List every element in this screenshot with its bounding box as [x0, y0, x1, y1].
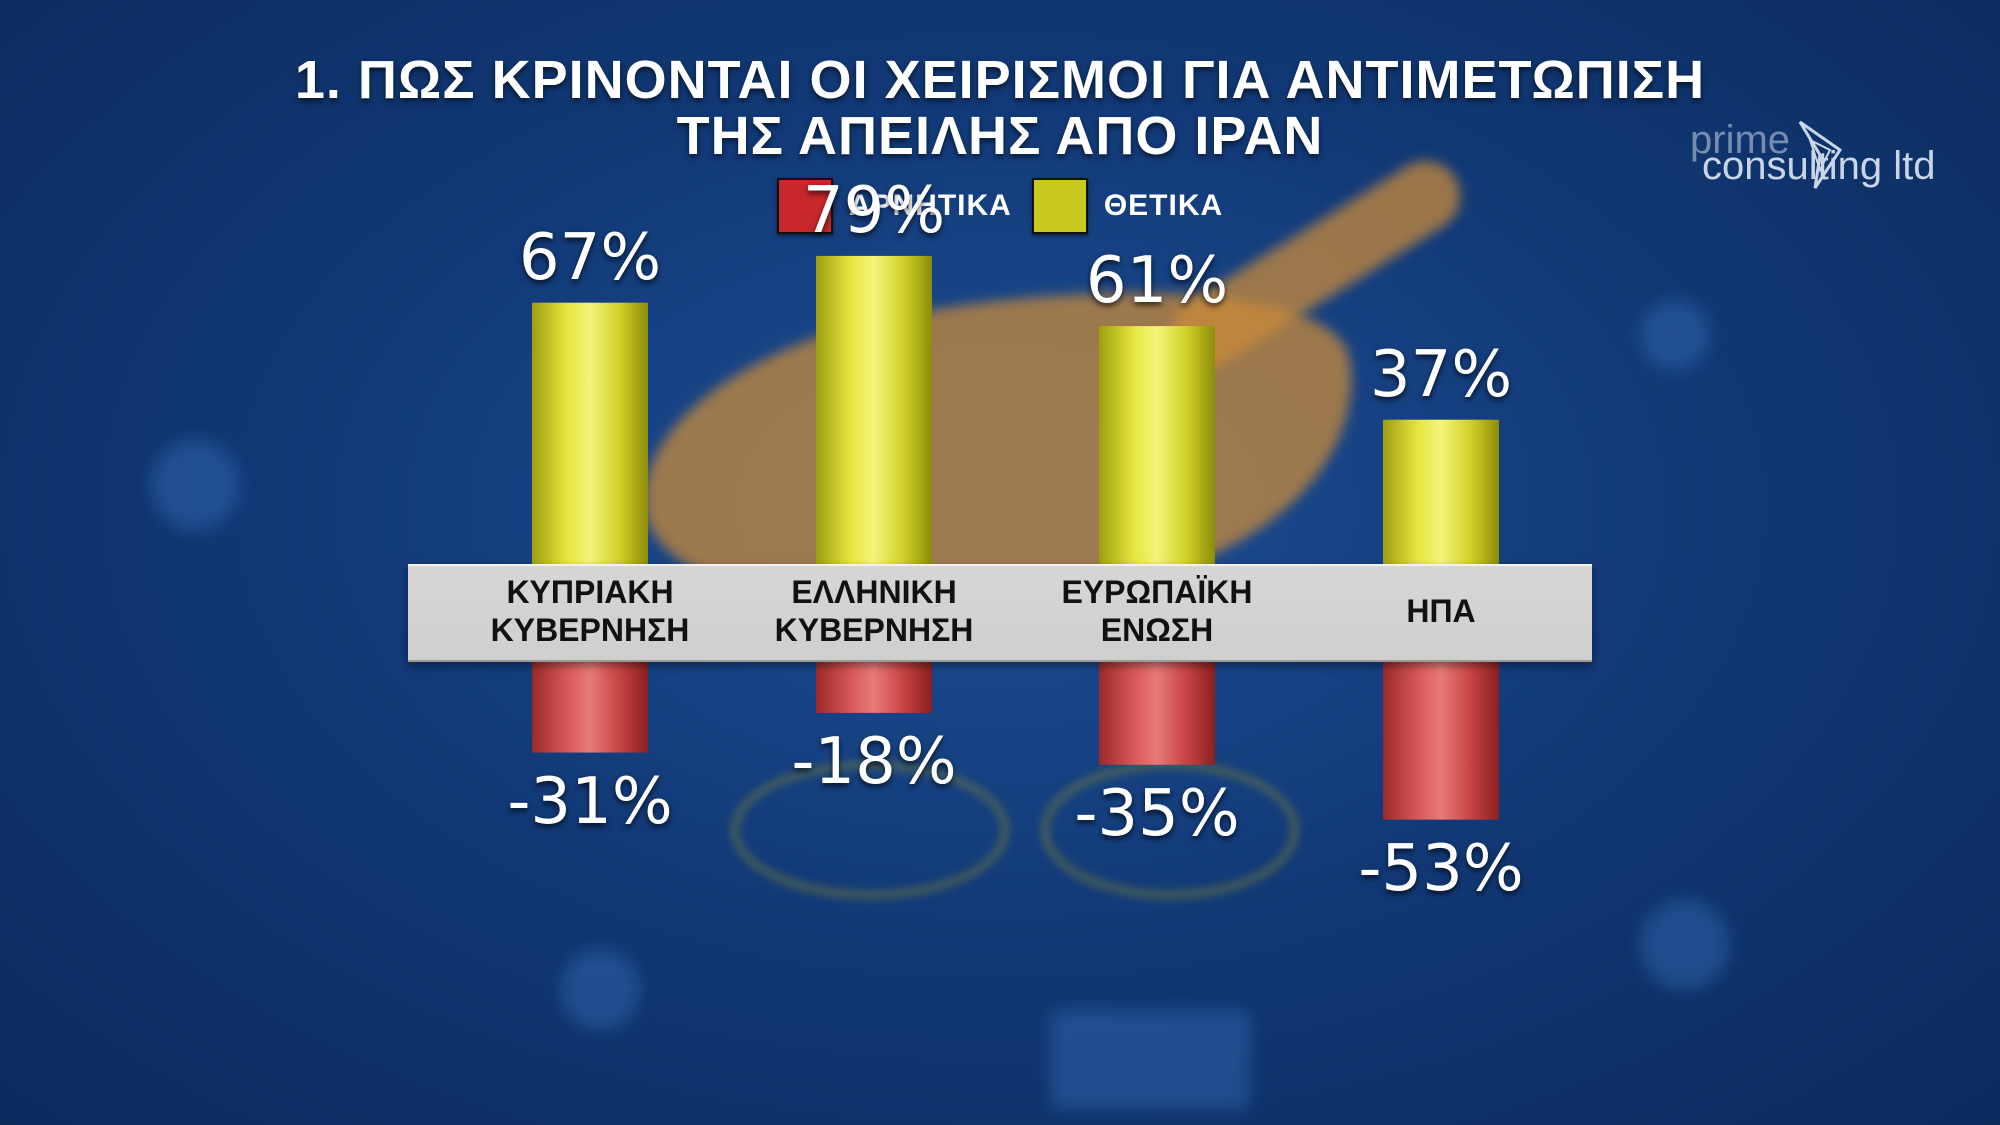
legend-swatch-negative — [776, 178, 833, 234]
legend-swatch-positive — [1031, 178, 1088, 234]
bar-negative — [816, 658, 932, 713]
logo-star-icon — [1798, 120, 1843, 189]
bar-negative — [1099, 658, 1215, 765]
value-label-negative: -53% — [1358, 831, 1524, 906]
olive-branch-right — [1040, 760, 1300, 900]
legend: ΑΡΝΗΤΙΚΑ ΘΕΤΙΚΑ — [0, 178, 2000, 234]
bokeh-light — [1640, 300, 1710, 370]
logo-line-1: prime — [1690, 118, 1791, 162]
category-band — [408, 564, 1592, 662]
bar-positive — [816, 255, 932, 564]
bar-negative — [1383, 658, 1499, 820]
olive-branch-left — [730, 760, 1010, 900]
bar-positive — [1099, 326, 1215, 564]
bar-negative — [532, 658, 648, 753]
value-label-positive: 61% — [1085, 244, 1229, 319]
value-label-negative: -18% — [791, 724, 957, 799]
value-label-positive: 79% — [802, 173, 946, 248]
legend-label-positive: ΘΕΤΙΚΑ — [1103, 189, 1224, 222]
legend-label-negative: ΑΡΝΗΤΙΚΑ — [848, 189, 1012, 222]
bokeh-light — [150, 440, 240, 530]
legend-item-positive: ΘΕΤΙΚΑ — [1031, 178, 1224, 234]
value-label-negative: -35% — [1074, 776, 1240, 851]
category-label: ΚΥΠΡΙΑΚΗ ΚΥΒΕΡΝΗΣΗ — [490, 574, 690, 648]
title-line-2: ΤΗΣ ΑΠΕΙΛΗΣ ΑΠΟ ΙΡΑΝ — [676, 106, 1324, 166]
category-label: ΕΥΡΩΠΑΪΚΗ ΕΝΩΣΗ — [1061, 574, 1253, 648]
bar-positive — [1383, 419, 1499, 564]
chart-title: 1. ΠΩΣ ΚΡΙΝΟΝΤΑΙ ΟΙ ΧΕΙΡΙΣΜΟΙ ΓΙΑ ΑΝΤΙΜΕ… — [200, 52, 1800, 164]
logo-line-2: consulting ltd — [1702, 144, 1936, 188]
value-label-positive: 67% — [518, 220, 662, 295]
bokeh-light — [1640, 900, 1730, 990]
value-label-positive: 37% — [1369, 337, 1513, 412]
title-line-1: 1. ΠΩΣ ΚΡΙΝΟΝΤΑΙ ΟΙ ΧΕΙΡΙΣΜΟΙ ΓΙΑ ΑΝΤΙΜΕ… — [294, 50, 1706, 110]
bokeh-light — [560, 950, 640, 1030]
value-label-negative: -31% — [507, 764, 673, 839]
legend-item-negative: ΑΡΝΗΤΙΚΑ — [776, 178, 1012, 234]
category-label: ΕΛΛΗΝΙΚΗ ΚΥΒΕΡΝΗΣΗ — [774, 574, 974, 648]
category-label: ΗΠΑ — [1406, 593, 1476, 629]
company-logo: prime consulting ltd — [1690, 120, 1935, 186]
bar-positive — [532, 302, 648, 564]
bokeh-light — [1050, 1010, 1250, 1110]
